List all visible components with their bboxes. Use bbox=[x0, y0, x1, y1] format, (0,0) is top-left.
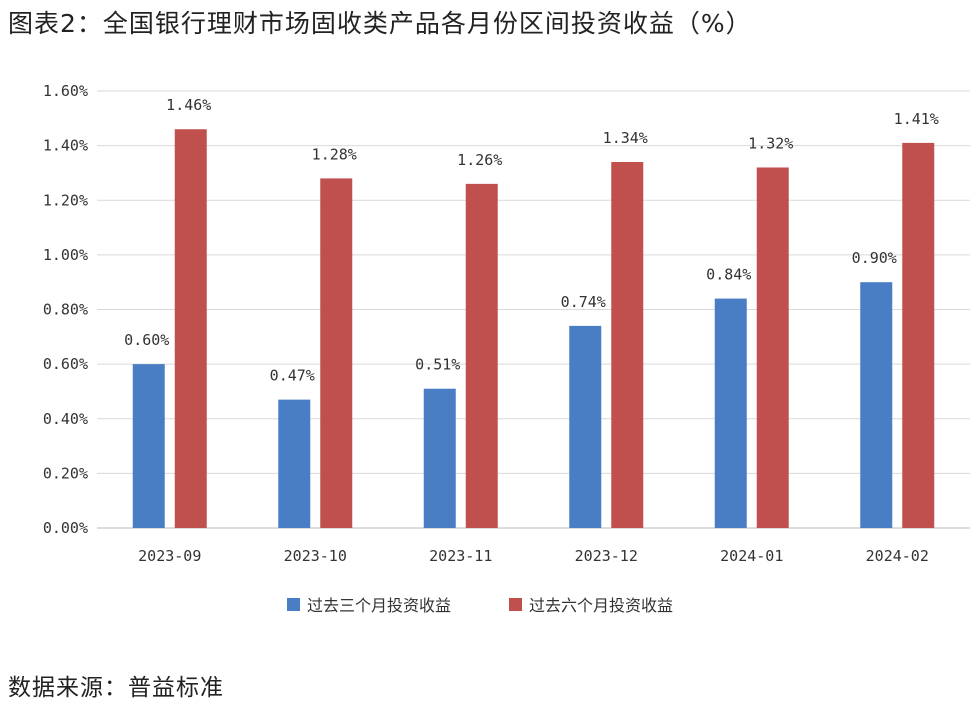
data-label: 0.47% bbox=[270, 367, 315, 385]
bar-six-month bbox=[320, 178, 353, 528]
data-label: 0.60% bbox=[124, 331, 169, 349]
bar-three-month bbox=[132, 364, 165, 528]
legend-label: 过去三个月投资收益 bbox=[307, 596, 451, 615]
bar-three-month bbox=[569, 325, 602, 528]
y-tick-label: 1.00% bbox=[43, 246, 88, 264]
data-label: 0.51% bbox=[415, 356, 460, 374]
y-tick-label: 0.80% bbox=[43, 301, 88, 319]
chart-title: 图表2：全国银行理财市场固收类产品各月份区间投资收益（%） bbox=[8, 9, 752, 38]
legend-swatch bbox=[287, 598, 300, 611]
data-label: 1.46% bbox=[166, 96, 211, 114]
data-label: 0.90% bbox=[852, 249, 897, 267]
data-label: 1.32% bbox=[748, 134, 793, 152]
y-tick-label: 0.00% bbox=[43, 519, 88, 537]
y-tick-label: 1.60% bbox=[43, 82, 88, 100]
y-tick-label: 0.40% bbox=[43, 410, 88, 428]
y-tick-label: 1.20% bbox=[43, 191, 88, 209]
data-label: 0.74% bbox=[561, 293, 606, 311]
data-source: 数据来源：普益标准 bbox=[8, 675, 224, 701]
y-tick-label: 0.20% bbox=[43, 464, 88, 482]
data-label: 1.26% bbox=[457, 151, 502, 169]
bar-three-month bbox=[423, 388, 456, 528]
x-tick-label: 2023-10 bbox=[284, 547, 347, 565]
data-label: 0.84% bbox=[706, 266, 751, 284]
bar-six-month bbox=[465, 183, 498, 529]
legend-swatch bbox=[509, 598, 522, 611]
y-tick-label: 1.40% bbox=[43, 137, 88, 155]
bar-six-month bbox=[174, 129, 207, 529]
x-tick-label: 2023-12 bbox=[575, 547, 638, 565]
x-tick-label: 2023-11 bbox=[429, 547, 492, 565]
bar-six-month bbox=[611, 162, 644, 528]
x-tick-label: 2024-02 bbox=[866, 547, 929, 565]
x-tick-label: 2023-09 bbox=[138, 547, 201, 565]
legend-label: 过去六个月投资收益 bbox=[529, 596, 673, 615]
x-tick-label: 2024-01 bbox=[720, 547, 783, 565]
bar-three-month bbox=[714, 298, 747, 528]
bar-three-month bbox=[860, 282, 893, 528]
data-label: 1.41% bbox=[894, 110, 939, 128]
bar-six-month bbox=[756, 167, 789, 528]
bar-three-month bbox=[278, 399, 311, 528]
y-tick-label: 0.60% bbox=[43, 355, 88, 373]
data-label: 1.34% bbox=[603, 129, 648, 147]
data-label: 1.28% bbox=[312, 145, 357, 163]
bar-six-month bbox=[902, 142, 935, 529]
